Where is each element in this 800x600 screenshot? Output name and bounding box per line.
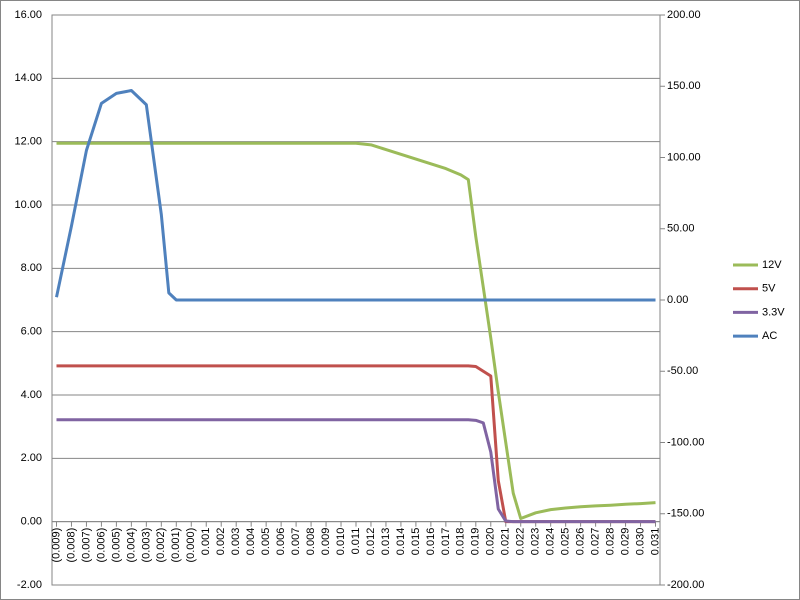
y2-tick-label: -150.00 (667, 508, 704, 520)
x-tick-label: 0.017 (440, 528, 452, 556)
x-tick-label: 0.022 (515, 528, 527, 556)
x-tick-label: 0.023 (530, 528, 542, 556)
y2-tick-label: 100.00 (667, 151, 701, 163)
x-tick-label: (0.000) (185, 528, 197, 563)
series-line (56, 418, 656, 524)
x-tick-label: 0.025 (560, 528, 572, 556)
x-tick-label: 0.006 (275, 528, 287, 556)
y-tick-label: 16.00 (14, 9, 42, 21)
x-tick-label: 0.019 (470, 528, 482, 556)
x-tick-label: (0.001) (170, 528, 182, 563)
y-tick-label: 0.00 (21, 516, 42, 528)
x-tick-label: 0.016 (425, 528, 437, 556)
x-tick-label: 0.020 (485, 528, 497, 556)
x-tick-label: 0.028 (604, 528, 616, 556)
y-tick-label: -2.00 (17, 579, 42, 591)
x-tick-label: 0.003 (230, 528, 242, 556)
x-tick-label: 0.008 (305, 528, 317, 556)
legend-label: 12V (762, 259, 782, 271)
x-tick-label: (0.008) (65, 528, 77, 563)
y2-tick-label: 200.00 (667, 9, 701, 21)
legend-label: 3.3V (762, 306, 785, 318)
x-tick-label: 0.001 (200, 528, 212, 556)
x-tick-label: (0.004) (125, 528, 137, 563)
plot-area (51, 14, 661, 586)
x-tick-label: (0.009) (50, 528, 62, 563)
y2-tick-label: 150.00 (667, 80, 701, 92)
x-tick-label: 0.021 (500, 528, 512, 556)
y-tick-label: 2.00 (21, 452, 42, 464)
x-tick-label: 0.005 (260, 528, 272, 556)
x-tick-label: 0.002 (215, 528, 227, 556)
legend-label: 5V (762, 283, 776, 295)
x-tick-label: 0.018 (455, 528, 467, 556)
y2-tick-label: -200.00 (667, 579, 704, 591)
y-tick-label: 10.00 (14, 199, 42, 211)
y-tick-label: 6.00 (21, 326, 42, 338)
legend-label: AC (762, 330, 777, 342)
x-tick-label: 0.029 (619, 528, 631, 556)
x-tick-label: 0.030 (634, 528, 646, 556)
x-tick-label: 0.011 (350, 528, 362, 555)
x-tick-label: (0.003) (140, 528, 152, 563)
y2-tick-label: -100.00 (667, 436, 704, 448)
y2-tick-label: -50.00 (667, 365, 698, 377)
y2-tick-label: 0.00 (667, 294, 688, 306)
y-tick-label: 12.00 (14, 136, 42, 148)
x-tick-label: 0.031 (649, 528, 661, 556)
series-line (55, 89, 656, 302)
x-tick-label: (0.007) (80, 528, 92, 563)
x-tick-label: (0.006) (95, 528, 107, 563)
x-tick-label: 0.014 (395, 528, 407, 556)
x-tick-label: 0.026 (575, 528, 587, 556)
y-tick-label: 14.00 (14, 72, 42, 84)
x-tick-label: 0.010 (335, 528, 347, 556)
x-tick-label: 0.024 (545, 528, 557, 556)
x-tick-label: 0.004 (245, 528, 257, 556)
y-tick-label: 8.00 (21, 262, 42, 274)
x-tick-label: (0.002) (155, 528, 167, 563)
y2-tick-label: 50.00 (667, 223, 695, 235)
x-tick-label: 0.027 (590, 528, 602, 556)
x-tick-label: 0.007 (290, 528, 302, 556)
x-tick-label: 0.012 (365, 528, 377, 556)
series-line (56, 141, 656, 520)
x-tick-label: 0.015 (410, 528, 422, 556)
x-tick-label: 0.013 (380, 528, 392, 556)
y-tick-label: 4.00 (21, 389, 42, 401)
x-tick-label: 0.009 (320, 528, 332, 556)
x-tick-label: (0.005) (110, 528, 122, 563)
